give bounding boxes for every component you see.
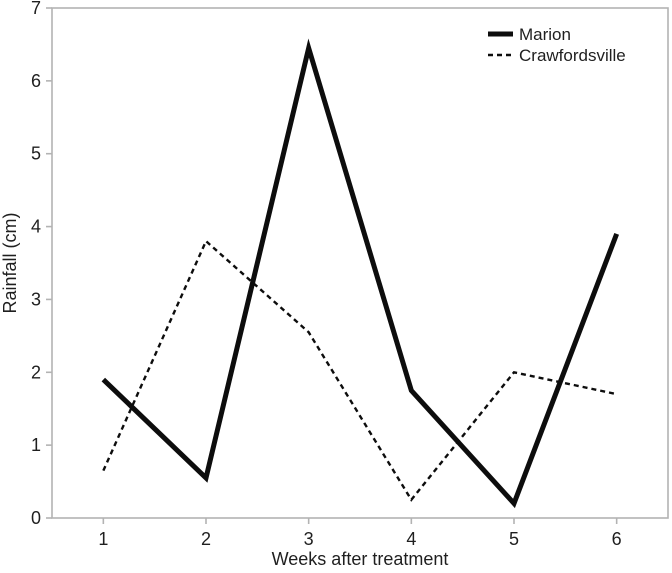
y-tick-label: 1 <box>31 435 41 455</box>
x-tick-label: 3 <box>304 529 314 549</box>
y-axis-ticks: 0 1 2 3 4 5 6 7 <box>31 0 52 528</box>
series-lines <box>101 38 620 509</box>
x-tick-label: 1 <box>98 529 108 549</box>
x-tick-label: 5 <box>509 529 519 549</box>
series-line-crawfordsville <box>102 239 617 502</box>
y-tick-label: 0 <box>31 508 41 528</box>
plot-frame <box>51 7 669 519</box>
x-tick-label: 6 <box>612 529 622 549</box>
legend-label-crawfordsville: Crawfordsville <box>519 46 626 65</box>
series-line-marion <box>101 38 620 509</box>
legend: Marion Crawfordsville <box>488 25 626 65</box>
y-tick-label: 2 <box>31 362 41 382</box>
y-tick-label: 4 <box>31 217 41 237</box>
y-tick-label: 7 <box>31 0 41 18</box>
x-tick-label: 2 <box>201 529 211 549</box>
x-axis-title: Weeks after treatment <box>272 549 449 569</box>
y-tick-label: 6 <box>31 71 41 91</box>
y-axis-title: Rainfall (cm) <box>0 212 20 313</box>
x-axis-ticks: 1 2 3 4 5 6 <box>98 518 622 549</box>
y-tick-label: 5 <box>31 144 41 164</box>
x-tick-label: 4 <box>406 529 416 549</box>
y-tick-label: 3 <box>31 289 41 309</box>
legend-label-marion: Marion <box>519 25 571 44</box>
